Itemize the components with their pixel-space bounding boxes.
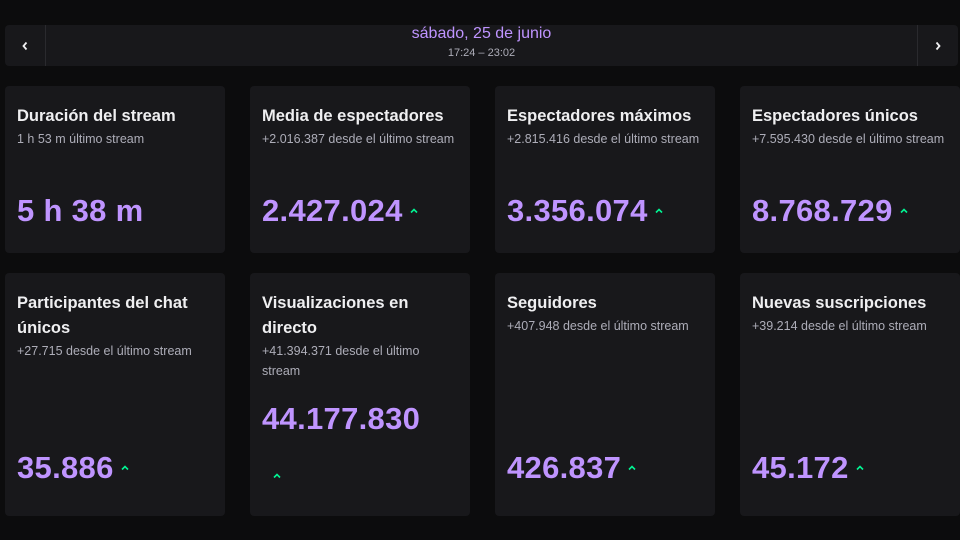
- stat-card-unique-chatters: Participantes del chat únicos +27.715 de…: [5, 273, 225, 516]
- value-row: 35.886: [17, 450, 130, 486]
- card-title: Espectadores máximos: [507, 107, 692, 125]
- card-title: Seguidores: [507, 294, 597, 312]
- stat-card-unique-viewers: Espectadores únicos +7.595.430 desde el …: [740, 86, 960, 253]
- card-value: 2.427.024: [262, 193, 403, 228]
- card-value: 35.886: [17, 450, 114, 485]
- value-row: 426.837: [507, 450, 637, 486]
- card-subtitle: 1 h 53 m último stream: [17, 132, 145, 146]
- value-row: 2.427.024: [262, 193, 419, 229]
- card-value: 45.172: [752, 450, 849, 485]
- value-row: 3.356.074: [507, 193, 664, 229]
- card-title: Media de espectadores: [262, 107, 444, 125]
- trend-up-icon: [272, 468, 282, 479]
- stat-card-new-subscriptions: Nuevas suscripciones +39.214 desde el úl…: [740, 273, 960, 516]
- stat-card-live-views: Visualizaciones en directo +41.394.371 d…: [250, 273, 470, 516]
- card-subtitle: +27.715 desde el último stream: [17, 344, 192, 358]
- date-display: sábado, 25 de junio 17:24 – 23:02: [45, 25, 918, 66]
- stat-card-average-viewers: Media de espectadores +2.016.387 desde e…: [250, 86, 470, 253]
- previous-stream-button[interactable]: [5, 25, 46, 66]
- next-stream-button[interactable]: [917, 25, 958, 66]
- card-value: 8.768.729: [752, 193, 893, 228]
- stream-time-range: 17:24 – 23:02: [447, 47, 516, 59]
- card-subtitle: +7.595.430 desde el último stream: [752, 132, 945, 146]
- card-title: Nuevas suscripciones: [752, 294, 927, 312]
- trend-up-icon: [899, 206, 909, 216]
- value-row: 45.172: [752, 450, 865, 486]
- trend-up-icon: [654, 206, 664, 216]
- card-subtitle: +41.394.371 desde el último stream: [262, 344, 420, 378]
- stream-date: sábado, 25 de junio: [411, 25, 552, 42]
- card-subtitle: +2.016.387 desde el último stream: [262, 132, 455, 146]
- card-title: Duración del stream: [17, 107, 176, 125]
- stat-card-peak-viewers: Espectadores máximos +2.815.416 desde el…: [495, 86, 715, 253]
- card-subtitle: +39.214 desde el último stream: [752, 319, 927, 333]
- card-subtitle: +2.815.416 desde el último stream: [507, 132, 700, 146]
- stat-card-followers: Seguidores +407.948 desde el último stre…: [495, 273, 715, 516]
- chevron-right-icon: [935, 41, 941, 50]
- card-title: Participantes del chat únicos: [17, 294, 188, 337]
- trend-up-icon: [120, 463, 130, 473]
- date-navigator: sábado, 25 de junio 17:24 – 23:02: [5, 25, 958, 66]
- value-row: 5 h 38 m: [17, 193, 143, 229]
- card-value: 3.356.074: [507, 193, 648, 228]
- trend-up-icon: [409, 206, 419, 216]
- trend-up-icon: [855, 463, 865, 473]
- card-value: 5 h 38 m: [17, 193, 144, 228]
- stat-card-stream-duration: Duración del stream 1 h 53 m último stre…: [5, 86, 225, 253]
- value-row: 44.177.830: [262, 401, 420, 437]
- chevron-left-icon: [22, 41, 28, 50]
- card-value: 44.177.830: [262, 401, 421, 436]
- card-title: Visualizaciones en directo: [262, 294, 409, 337]
- card-value: 426.837: [507, 450, 622, 485]
- value-row: 8.768.729: [752, 193, 909, 229]
- card-title: Espectadores únicos: [752, 107, 918, 125]
- trend-up-icon: [627, 463, 637, 473]
- card-subtitle: +407.948 desde el último stream: [507, 319, 689, 333]
